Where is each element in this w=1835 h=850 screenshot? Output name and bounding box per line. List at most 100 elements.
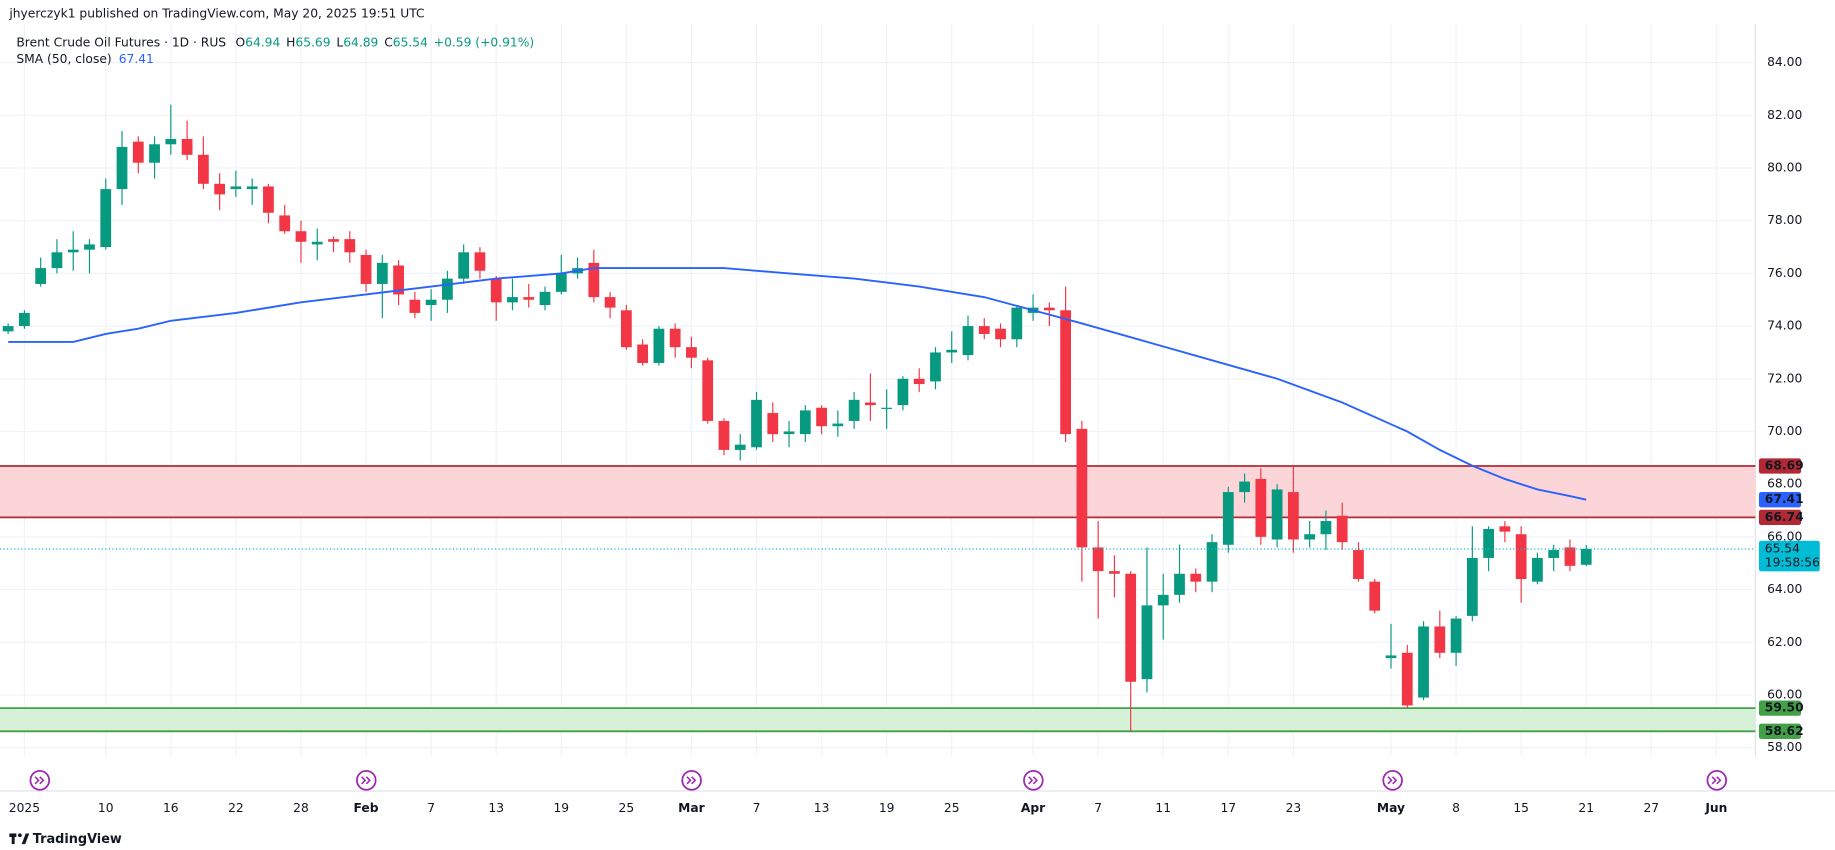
candle-body bbox=[1255, 478, 1267, 537]
candle-body bbox=[1401, 652, 1413, 706]
candle-body bbox=[799, 410, 811, 435]
candle-body bbox=[1304, 534, 1316, 540]
candle-body bbox=[295, 231, 307, 242]
candle-body bbox=[214, 183, 226, 195]
x-tick-label: Jun bbox=[1704, 801, 1727, 815]
candle-body bbox=[230, 186, 242, 190]
event-icon bbox=[681, 770, 702, 791]
legend-main: Brent Crude Oil Futures · 1D · RUS O64.94… bbox=[16, 35, 534, 49]
candle-body bbox=[507, 297, 518, 303]
candle-body bbox=[1109, 571, 1120, 574]
event-icon bbox=[1382, 770, 1403, 791]
candle-body bbox=[1483, 528, 1494, 558]
price-tag-label: 66.74 bbox=[1765, 510, 1804, 524]
candle-body bbox=[490, 278, 502, 303]
candle-body bbox=[67, 249, 79, 253]
candle-body bbox=[1434, 626, 1446, 653]
candle-body bbox=[165, 139, 177, 145]
candle-body bbox=[1092, 547, 1104, 572]
sma-name: SMA (50, close) bbox=[16, 51, 111, 65]
zone bbox=[0, 465, 1756, 518]
candle-body bbox=[913, 378, 925, 385]
candle-body bbox=[149, 144, 160, 163]
x-tick-label: 16 bbox=[163, 801, 179, 815]
candle-body bbox=[1515, 534, 1527, 580]
zones bbox=[0, 465, 1756, 733]
candle-body bbox=[718, 420, 730, 450]
candle-body bbox=[1499, 526, 1511, 532]
y-tick-label: 80.00 bbox=[1767, 160, 1802, 174]
price-tag-label: 59.50 bbox=[1765, 701, 1804, 715]
x-tick-label: 7 bbox=[753, 801, 761, 815]
candle-body bbox=[555, 273, 567, 292]
candle-body bbox=[1450, 618, 1462, 653]
x-tick-label: 19 bbox=[879, 801, 895, 815]
candle-body bbox=[1239, 481, 1250, 493]
candle-body bbox=[409, 299, 421, 313]
brand-logo bbox=[9, 833, 30, 845]
countdown-label: 19:58:56 bbox=[1765, 556, 1820, 570]
sma-tag-label: 67.41 bbox=[1765, 492, 1804, 506]
candle-body bbox=[946, 349, 958, 353]
candle-body bbox=[686, 347, 697, 358]
candles bbox=[2, 104, 1592, 732]
y-tick-label: 76.00 bbox=[1767, 266, 1802, 280]
price-tag bbox=[1758, 458, 1802, 474]
candle-body bbox=[1580, 548, 1592, 565]
candle-body bbox=[767, 413, 779, 435]
legend-value: 65.69 bbox=[295, 35, 330, 49]
candle-body bbox=[1157, 594, 1169, 606]
candle-body bbox=[393, 265, 404, 295]
price-tag bbox=[1758, 700, 1802, 716]
overlay bbox=[0, 267, 1756, 791]
candle-body bbox=[588, 262, 600, 298]
event-icon-arrow bbox=[361, 776, 371, 785]
candle-body bbox=[1076, 428, 1088, 548]
x-tick-label: 2025 bbox=[9, 801, 40, 815]
candle-body bbox=[962, 326, 974, 356]
candle-body bbox=[1466, 557, 1478, 616]
x-tick-label: 11 bbox=[1155, 801, 1171, 815]
candle-body bbox=[1222, 492, 1234, 545]
y-tick-label: 82.00 bbox=[1767, 108, 1802, 122]
candle-body bbox=[865, 402, 876, 406]
event-icon-arrow bbox=[1387, 776, 1398, 785]
candle-body bbox=[442, 278, 453, 300]
x-tick-label: 17 bbox=[1220, 801, 1236, 815]
candle-body bbox=[116, 146, 128, 190]
logo-part bbox=[11, 833, 15, 845]
candle-body bbox=[344, 239, 356, 253]
y-tick-label: 62.00 bbox=[1767, 635, 1802, 649]
candle-body bbox=[1271, 489, 1283, 540]
candle-body bbox=[2, 326, 14, 332]
x-tick-label: Apr bbox=[1021, 801, 1046, 815]
x-tick-label: 7 bbox=[427, 801, 435, 815]
x-tick-label: 19 bbox=[553, 801, 569, 815]
legend-key: H bbox=[286, 35, 295, 49]
event-icon-arrow bbox=[1711, 776, 1722, 785]
candle-body bbox=[279, 215, 291, 232]
x-tick-label: 23 bbox=[1286, 801, 1302, 815]
axes: 58.00 60.00 62.00 64.00 66.00 68.00 70.00 72.00… bbox=[9, 55, 1820, 815]
y-tick-label: 58.00 bbox=[1767, 740, 1802, 754]
candle-body bbox=[620, 310, 632, 348]
sma-tag bbox=[1758, 492, 1802, 508]
y-tick-label: 72.00 bbox=[1767, 371, 1802, 385]
x-tick-label: 25 bbox=[944, 801, 960, 815]
candle-body bbox=[35, 268, 47, 284]
candle-body bbox=[523, 297, 535, 300]
candle-body bbox=[604, 297, 616, 308]
candle-body bbox=[1336, 515, 1348, 543]
candle-body bbox=[1353, 550, 1364, 580]
candle-body bbox=[84, 244, 95, 250]
brand-name: TradingView bbox=[33, 832, 122, 847]
candle-body bbox=[1060, 310, 1072, 435]
candle-body bbox=[653, 328, 665, 363]
legend-key: L bbox=[336, 35, 343, 49]
x-tick-label: Feb bbox=[354, 801, 379, 815]
legend-key: O bbox=[235, 35, 245, 49]
y-tick-label: 70.00 bbox=[1767, 424, 1802, 438]
price-tag bbox=[1758, 509, 1802, 526]
candle-body bbox=[19, 312, 30, 327]
candle-body bbox=[197, 154, 209, 184]
